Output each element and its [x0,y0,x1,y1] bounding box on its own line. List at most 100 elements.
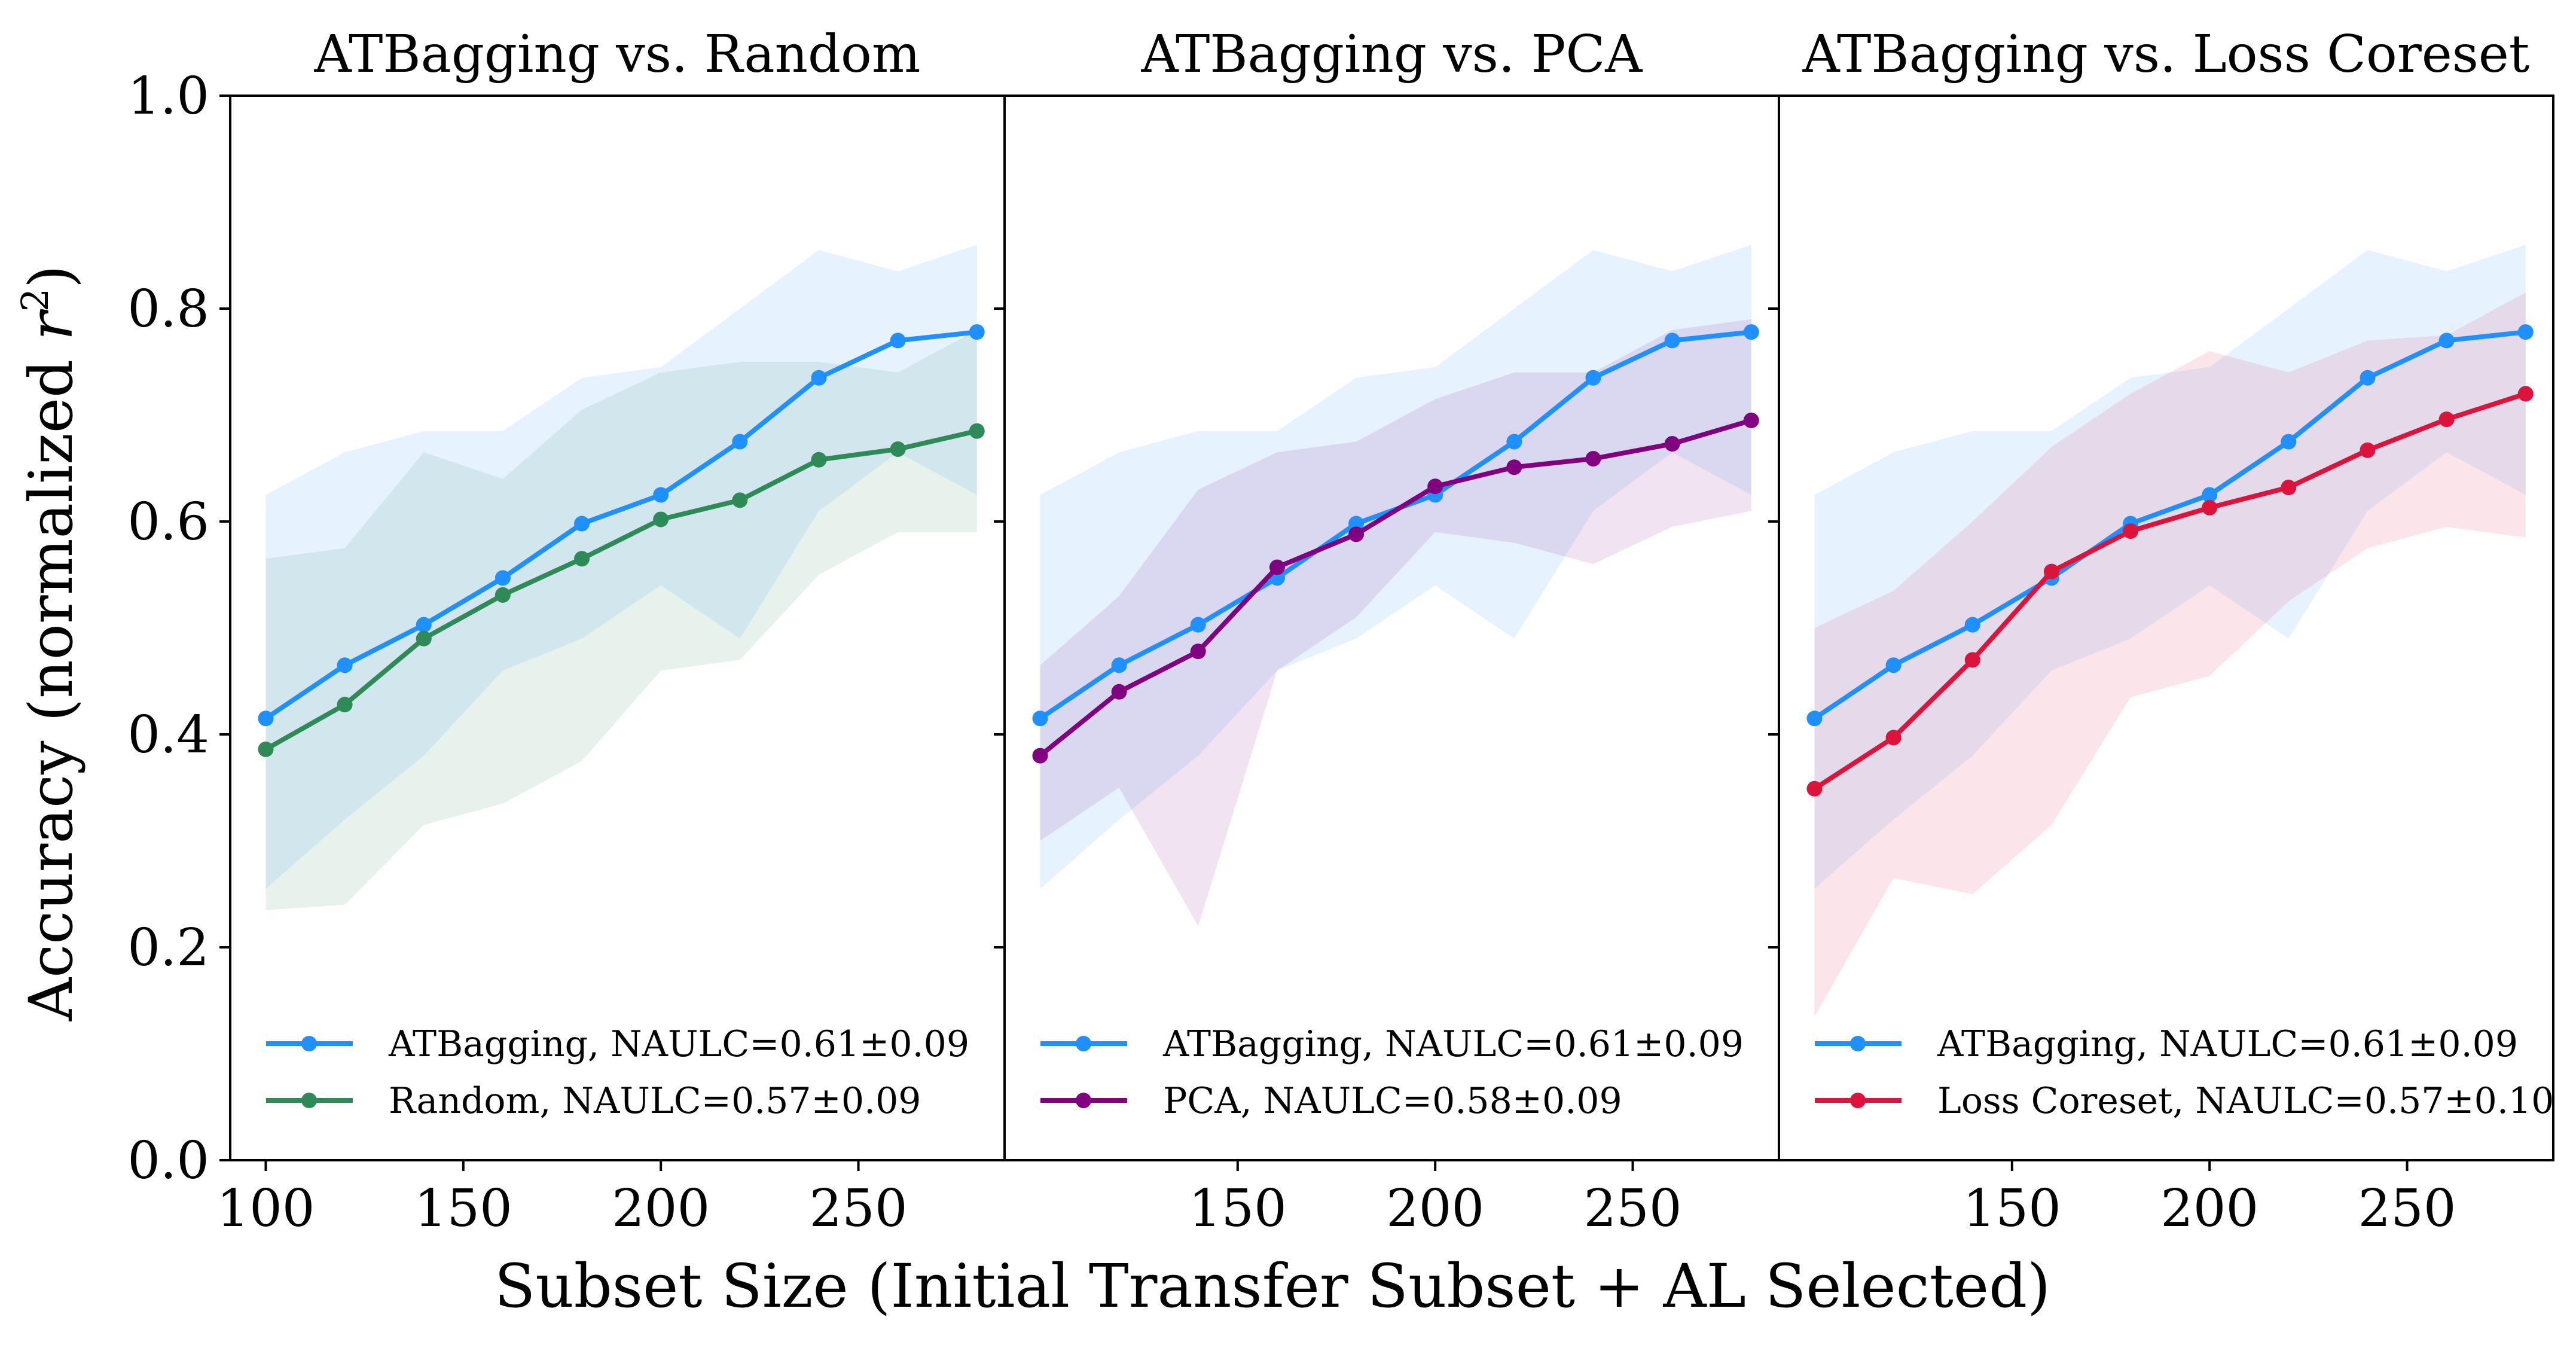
panel-frame [1778,94,2554,1161]
legend-label-atbagging: ATBagging, NAULC=0.61±0.09 [1937,1023,2518,1065]
point-random [811,452,827,468]
panels-layer: ATBagging vs. Random 100 150 200 250 0.0 0.2 0.… [127,25,2554,1239]
point-pca [1269,559,1285,575]
point-pca [1506,459,1522,475]
legend: ATBagging, NAULC=0.61±0.09 Random, NAULC=… [266,1023,969,1122]
band-atbagging [265,245,977,889]
point-atbagging [416,617,432,633]
band-pca [1040,319,1751,926]
band-loss-coreset [1814,292,2526,1017]
point-atbagging [1585,370,1601,386]
x-tick-label: 100 [216,1179,315,1239]
point-loss-coreset [1964,652,1980,668]
legend-marker-pca [1076,1093,1091,1108]
band-atbagging [1814,245,2526,889]
point-atbagging [337,657,353,673]
legend-label-atbagging: ATBagging, NAULC=0.61±0.09 [1162,1023,1744,1065]
panel-title: ATBagging vs. PCA [1141,25,1643,84]
point-atbagging [1506,434,1522,450]
point-random [653,511,669,527]
line-atbagging [264,330,978,721]
point-atbagging [732,434,748,450]
point-pca [1190,644,1206,660]
line-random [264,428,978,752]
x-axis-label: Subset Size (Initial Transfer Subset + A… [495,1251,2050,1321]
legend-marker-loss-coreset [1850,1093,1866,1108]
legend-marker-atbagging [1076,1036,1091,1051]
point-pca [1743,412,1759,428]
point-loss-coreset [1806,780,1823,797]
legend-marker-random [301,1093,317,1108]
y-tick-label: 0.6 [127,492,209,552]
point-atbagging [1664,333,1680,349]
point-random [337,697,353,713]
legend-label-random: Random, NAULC=0.57±0.09 [389,1080,921,1122]
panel-1: ATBagging vs. Random 100 150 200 250 0.0 0.2 0.… [127,25,1006,1239]
point-random [258,741,274,757]
band-random [265,330,977,910]
point-loss-coreset [2123,523,2139,539]
line-pca [1038,418,1752,758]
x-tick-label: 250 [2358,1179,2456,1239]
point-atbagging [969,324,985,340]
panel-3: ATBagging vs. Loss Coreset 150 200 250 ATBag… [1768,25,2554,1239]
y-tick-label: 0.8 [127,279,209,339]
point-loss-coreset [2043,563,2059,580]
point-atbagging [1964,617,1980,633]
point-atbagging [1885,657,1902,673]
point-pca [1348,526,1365,542]
y-axis-label: Accuracy (normalized r2) [13,265,86,1021]
point-atbagging [2360,370,2376,386]
point-pca [1585,450,1601,466]
x-tick-label: 250 [1583,1179,1681,1239]
legend: ATBagging, NAULC=0.61±0.09 PCA, NAULC=0.5… [1040,1023,1744,1122]
panel-title: ATBagging vs. Random [314,25,921,84]
point-atbagging [1190,617,1206,633]
band-atbagging [1040,245,1751,889]
legend-marker-atbagging [1850,1036,1866,1051]
x-tick-label: 250 [809,1179,907,1239]
y-tick-label: 0.0 [127,1131,209,1191]
point-pca [1111,684,1127,700]
legend-label-atbagging: ATBagging, NAULC=0.61±0.09 [388,1023,969,1065]
legend-label-loss-coreset: Loss Coreset, NAULC=0.57±0.10 [1937,1080,2554,1122]
point-atbagging [1743,324,1759,340]
x-tick-label: 150 [1189,1179,1287,1239]
point-atbagging [1032,710,1048,727]
point-loss-coreset [2360,442,2376,458]
legend-label-pca: PCA, NAULC=0.58±0.09 [1163,1080,1622,1122]
y-tick-label: 0.2 [127,918,209,978]
point-pca [1427,478,1443,495]
point-loss-coreset [2438,411,2455,428]
point-random [969,423,985,439]
point-random [890,441,906,457]
point-random [574,551,590,567]
point-loss-coreset [1885,730,1902,746]
point-loss-coreset [2202,499,2218,516]
point-atbagging [1111,657,1127,673]
point-atbagging [1806,710,1823,727]
point-atbagging [1348,516,1365,532]
line-loss-coreset [1813,391,2527,791]
x-tick-label: 150 [414,1179,512,1239]
x-tick-label: 200 [1386,1179,1484,1239]
y-tick-label: 0.4 [127,705,209,765]
point-random [416,630,432,646]
panel-2: ATBagging vs. PCA 150 200 250 ATBagging, NAU… [994,25,1780,1239]
point-pca [1664,436,1680,452]
point-atbagging [2517,324,2534,340]
line-atbagging [1813,330,2526,721]
x-tick-label: 150 [1963,1179,2061,1239]
point-loss-coreset [2517,386,2534,402]
x-tick-label: 200 [2160,1179,2258,1239]
point-atbagging [2281,434,2297,450]
point-atbagging [653,487,669,503]
legend-marker-atbagging [301,1036,317,1051]
point-atbagging [2438,333,2455,349]
point-atbagging [2202,487,2218,503]
point-atbagging [574,516,590,532]
point-pca [1032,748,1048,764]
point-atbagging [258,710,274,727]
point-atbagging [890,333,906,349]
